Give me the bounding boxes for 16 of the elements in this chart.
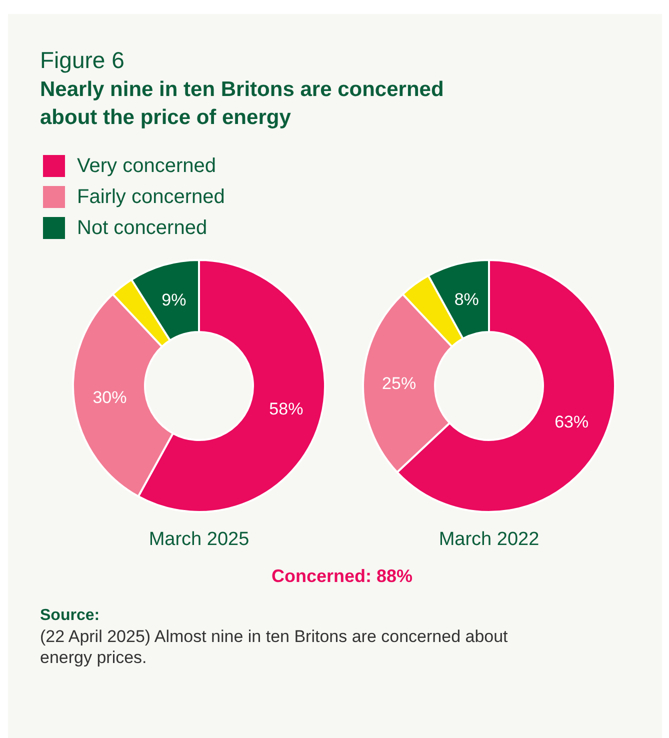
source-note: Source:	[40, 607, 100, 624]
legend-label: Not concerned	[77, 217, 208, 239]
data-label: 25%	[382, 374, 416, 394]
data-label: 58%	[269, 399, 304, 418]
chart-title: Figure 6	[40, 47, 124, 73]
data-label: 30%	[92, 388, 127, 408]
text: March 2022	[438, 529, 540, 550]
data-label: 8%	[454, 290, 479, 309]
chart-subtitle: Nearly nine in ten Britons are concerned about the price of energy	[40, 78, 444, 129]
legend-label: Very concerned	[77, 155, 216, 177]
legend-label: Fairly concerned	[77, 186, 225, 208]
data-label: 9%	[162, 290, 186, 310]
text: Concerned: 88%	[271, 566, 413, 586]
text: March 2025	[148, 529, 250, 550]
data-label: 63%	[554, 412, 589, 432]
text: (22 April 2025) Almost nine in ten Britons are concerned about energy prices.	[40, 627, 508, 667]
